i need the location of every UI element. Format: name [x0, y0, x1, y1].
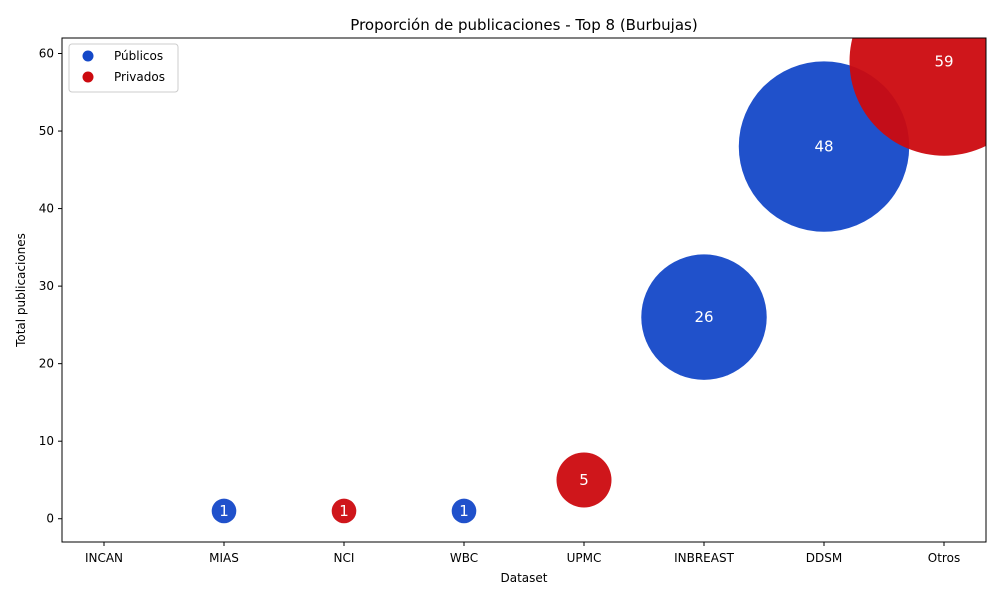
- x-axis-label: Dataset: [501, 571, 548, 585]
- x-tick-label: INBREAST: [674, 551, 734, 565]
- bubble-inbreast: [641, 254, 767, 380]
- plot-frame: [61, 37, 987, 543]
- legend-label: Públicos: [114, 49, 163, 63]
- y-tick-label: 40: [39, 202, 54, 216]
- y-tick-label: 20: [39, 357, 54, 371]
- x-tick-label: UPMC: [567, 551, 602, 565]
- y-tick-label: 0: [46, 512, 54, 526]
- bubble-value-label: 1: [459, 502, 469, 520]
- legend-marker: [82, 50, 94, 62]
- legend-box: [68, 43, 179, 93]
- bubble-otros: [849, 38, 986, 156]
- bubble-value-label: 5: [579, 471, 589, 489]
- y-tick-label: 50: [39, 124, 54, 138]
- x-tick-label: NCI: [334, 551, 355, 565]
- bubble-mias: [211, 498, 237, 524]
- x-tick-label: Otros: [928, 551, 960, 565]
- bubble-value-label: 59: [934, 52, 953, 70]
- x-tick-label: DDSM: [806, 551, 842, 565]
- legend: Públicos Privados: [68, 43, 179, 93]
- x-tick-label: WBC: [450, 551, 478, 565]
- bubble-nci: [331, 498, 357, 524]
- y-tick-label: 10: [39, 434, 54, 448]
- legend-label: Privados: [114, 70, 165, 84]
- bubble-value-label: 1: [339, 502, 349, 520]
- bubble-value-label: 1: [219, 502, 229, 520]
- y-tick-label: 60: [39, 47, 54, 61]
- bubble-wbc: [451, 498, 477, 524]
- x-tick-label: INCAN: [85, 551, 123, 565]
- bubble-upmc: [556, 452, 612, 508]
- chart-title: Proporción de publicaciones - Top 8 (Bur…: [350, 16, 697, 34]
- bubble-value-label: 26: [694, 308, 713, 326]
- y-tick-label: 30: [39, 279, 54, 293]
- y-axis-label: Total publicaciones: [14, 233, 28, 348]
- bubble-value-label: 48: [814, 138, 833, 156]
- legend-marker: [82, 71, 94, 83]
- x-tick-label: MIAS: [209, 551, 239, 565]
